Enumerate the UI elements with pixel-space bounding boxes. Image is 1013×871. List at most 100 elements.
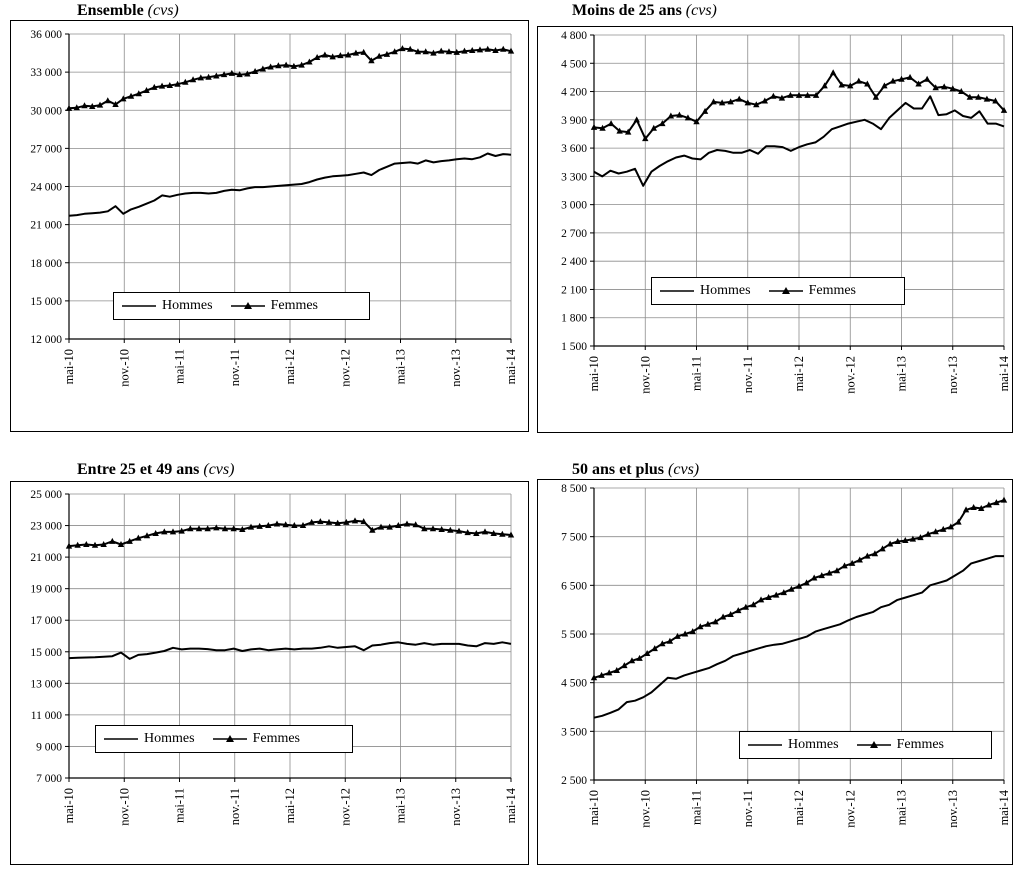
data-point-femmes <box>89 102 96 109</box>
y-tick-label: 36 000 <box>30 29 62 41</box>
data-point-femmes <box>151 83 158 90</box>
data-point-femmes <box>395 522 402 529</box>
x-tick-label: nov.-11 <box>741 356 755 393</box>
legend-item-hommes: Hommes <box>748 737 839 753</box>
data-point-femmes <box>120 95 127 102</box>
x-tick-label: mai-14 <box>504 348 518 384</box>
data-point-femmes <box>256 522 263 529</box>
series-line-femmes <box>68 47 512 110</box>
legend-label-hommes: Hommes <box>788 737 839 752</box>
data-point-femmes <box>684 114 692 121</box>
data-point-femmes <box>291 522 298 529</box>
data-point-femmes <box>719 613 727 620</box>
data-point-femmes <box>787 91 794 98</box>
x-tick-label: nov.-10 <box>117 788 131 826</box>
data-point-femmes <box>476 46 484 53</box>
data-point-femmes <box>872 93 880 100</box>
y-tick-label: 3 900 <box>561 115 587 127</box>
legend-label-femmes: Femmes <box>896 737 945 752</box>
legend-hommes-swatch <box>104 738 138 740</box>
data-point-femmes <box>915 80 922 87</box>
x-tick-label: nov.-10 <box>117 349 131 387</box>
y-tick-label: 4 200 <box>561 87 587 99</box>
chart-25-49: 7 000 9 000 11 000 13 000 15 000 17 000 19 000… <box>30 489 518 826</box>
data-point-femmes <box>864 552 871 559</box>
data-point-femmes <box>169 528 177 535</box>
data-point-femmes <box>1000 106 1008 113</box>
data-point-femmes <box>344 51 352 58</box>
data-point-femmes <box>259 65 267 72</box>
data-point-femmes <box>590 674 598 681</box>
x-tick-label: nov.-13 <box>946 356 960 394</box>
data-point-femmes <box>282 521 289 528</box>
data-point-femmes <box>325 518 333 525</box>
data-point-femmes <box>727 98 734 105</box>
data-point-femmes <box>464 529 471 536</box>
data-point-femmes <box>360 48 367 55</box>
x-tick-label: mai-11 <box>173 349 187 384</box>
y-tick-label: 7 500 <box>561 532 587 544</box>
data-point-femmes <box>453 48 460 55</box>
series-line-hommes <box>68 152 512 217</box>
data-point-femmes <box>369 526 376 533</box>
data-point-femmes <box>613 667 620 673</box>
data-point-femmes <box>306 58 313 65</box>
data-point-femmes <box>788 585 795 592</box>
x-tick-label: mai-13 <box>895 790 909 825</box>
data-point-femmes <box>718 99 726 106</box>
legend-femmes-swatch <box>768 287 803 294</box>
y-tick-label: 2 500 <box>561 775 587 787</box>
data-point-femmes <box>780 589 788 596</box>
data-point-femmes <box>228 69 236 76</box>
data-point-femmes <box>251 67 259 74</box>
data-point-femmes <box>368 57 375 64</box>
legend-label-femmes: Femmes <box>808 283 857 298</box>
data-point-femmes <box>455 527 463 534</box>
x-tick-label: nov.-11 <box>741 790 755 827</box>
data-point-femmes <box>659 120 666 127</box>
legend-femmes-swatch <box>856 741 891 748</box>
series-line-hommes <box>593 555 1004 719</box>
data-point-femmes <box>992 97 999 104</box>
data-point-femmes <box>818 572 825 579</box>
data-point-femmes <box>795 582 803 589</box>
x-tick-label: nov.-12 <box>338 788 352 826</box>
y-tick-label: 3 300 <box>561 171 587 183</box>
data-point-femmes <box>414 48 422 55</box>
data-point-femmes <box>166 81 174 88</box>
data-point-femmes <box>955 518 962 525</box>
x-tick-label: nov.-13 <box>946 790 960 828</box>
data-point-femmes <box>871 550 879 557</box>
x-tick-label: nov.-13 <box>449 788 463 826</box>
data-point-femmes <box>109 537 116 544</box>
chart-title-1: Ensemble (cvs) <box>77 2 179 19</box>
data-point-femmes <box>213 524 220 531</box>
chart-frame-1: 12 000 15 000 18 000 21 000 24 000 27 000 30 0… <box>10 20 529 432</box>
data-point-femmes <box>391 48 398 55</box>
data-point-femmes <box>290 62 298 69</box>
legend-hommes-swatch <box>122 305 156 307</box>
data-point-femmes <box>810 574 818 581</box>
data-point-femmes <box>135 90 142 97</box>
legend-item-femmes: Femmes <box>212 731 300 747</box>
data-point-femmes <box>735 607 742 614</box>
data-point-femmes <box>81 102 88 109</box>
data-point-femmes <box>795 91 803 98</box>
data-point-femmes <box>642 135 649 142</box>
data-point-femmes <box>886 540 894 547</box>
data-point-femmes <box>958 88 965 95</box>
data-point-femmes <box>693 118 700 125</box>
x-tick-label: mai-11 <box>690 790 704 825</box>
data-point-femmes <box>659 640 666 647</box>
data-point-femmes <box>750 601 757 608</box>
data-point-femmes <box>337 52 344 59</box>
data-point-femmes <box>633 116 640 123</box>
legend-4: Hommes Femmes <box>739 731 992 759</box>
y-tick-label: 18 000 <box>30 258 62 270</box>
data-point-femmes <box>112 101 119 108</box>
x-tick-label: mai-13 <box>895 356 909 391</box>
x-tick-label: mai-10 <box>62 349 76 384</box>
data-point-femmes <box>351 517 359 524</box>
legend-item-femmes: Femmes <box>230 298 318 314</box>
chart-ensemble: 12 000 15 000 18 000 21 000 24 000 27 000 30 0… <box>30 29 518 387</box>
